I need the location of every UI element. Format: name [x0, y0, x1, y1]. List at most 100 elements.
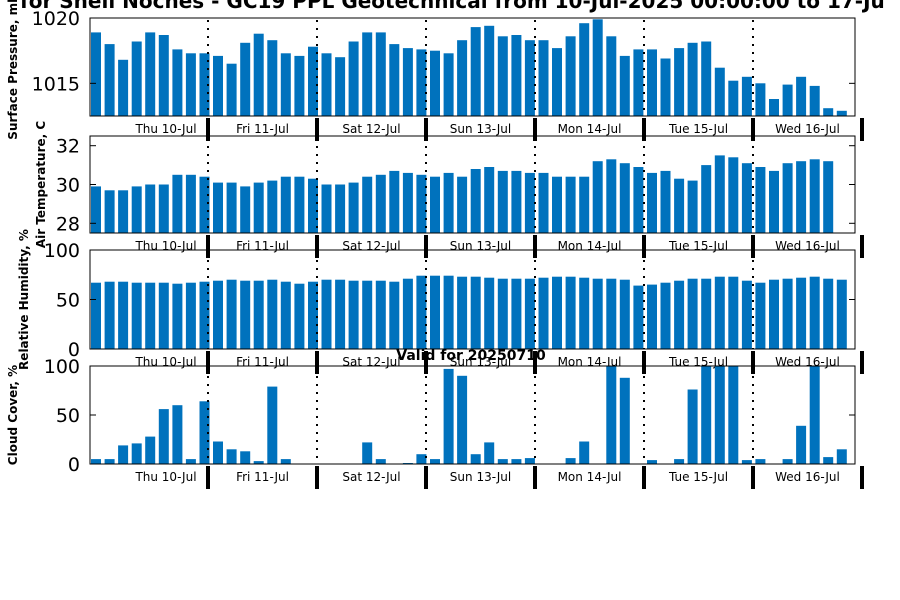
bar [592, 161, 603, 233]
bar [470, 169, 481, 233]
bar [416, 174, 427, 233]
bar [619, 377, 630, 464]
bar [321, 184, 332, 233]
day-label: Fri 11-Jul [236, 355, 289, 369]
bar [836, 110, 847, 116]
bar [484, 25, 495, 116]
bar [389, 170, 400, 233]
y-tick-label: 0 [68, 339, 80, 361]
bar [226, 182, 237, 233]
bar [158, 409, 169, 464]
bar [131, 282, 142, 349]
day-label: Wed 16-Jul [775, 355, 840, 369]
bar [511, 170, 522, 233]
bar [674, 280, 685, 349]
bar [728, 276, 739, 349]
bar [308, 178, 318, 233]
bar [484, 277, 495, 349]
bar [619, 279, 630, 349]
y-tick-label: 32 [56, 136, 80, 158]
bar [552, 176, 562, 233]
bar [457, 276, 468, 349]
bar [633, 49, 644, 116]
bar [728, 157, 739, 233]
bar [362, 442, 373, 464]
bar [769, 279, 779, 349]
bar [579, 277, 590, 349]
y-axis-label: Relative Humidity, % [17, 229, 31, 370]
bar [240, 186, 251, 233]
chart-subtitle: Valid for 20250710 [396, 348, 546, 364]
bar [647, 284, 657, 349]
bar [741, 280, 752, 349]
bar [199, 281, 210, 349]
bar [687, 180, 698, 233]
bar [524, 458, 535, 464]
bar [91, 459, 101, 464]
bar [755, 83, 766, 116]
bar [267, 40, 278, 117]
bar [131, 186, 142, 233]
bar [823, 457, 834, 464]
bar [606, 366, 617, 464]
bar [213, 182, 223, 233]
bar [199, 176, 210, 233]
bar [579, 441, 590, 464]
bar [687, 278, 698, 349]
bar [443, 275, 454, 349]
bar [714, 366, 725, 464]
bar [592, 278, 603, 349]
bar [308, 46, 318, 117]
bar [240, 280, 251, 349]
bar [226, 449, 237, 464]
bar [701, 278, 712, 349]
bar [280, 176, 291, 233]
bar [375, 280, 386, 349]
bar [430, 275, 440, 349]
bar [470, 27, 481, 117]
bar [728, 80, 739, 116]
day-label: Sat 12-Jul [342, 470, 400, 484]
bar [796, 425, 807, 464]
bar [158, 282, 169, 349]
bar [809, 85, 820, 116]
bar [375, 459, 386, 464]
bar [375, 32, 386, 116]
bar [484, 442, 495, 464]
bar [497, 459, 508, 464]
bar [240, 451, 251, 464]
bar [579, 176, 590, 233]
bar [348, 280, 359, 349]
bar [592, 19, 603, 116]
day-label: Wed 16-Jul [775, 122, 840, 136]
bar [809, 366, 820, 464]
bar [796, 76, 807, 116]
bar [606, 278, 617, 349]
day-label: Mon 14-Jul [558, 122, 622, 136]
bar [633, 285, 644, 349]
bar [755, 459, 766, 464]
bar [552, 48, 562, 116]
bar [362, 32, 373, 116]
bar [430, 50, 440, 117]
bar [701, 366, 712, 464]
bar [714, 67, 725, 116]
bar [728, 366, 739, 464]
bar [714, 155, 725, 233]
bar [524, 40, 535, 117]
y-tick-label: 0 [68, 454, 80, 476]
bar [280, 53, 291, 116]
bar [769, 99, 779, 116]
bar [836, 279, 847, 349]
bar [823, 108, 834, 116]
bar [226, 279, 237, 349]
bar [443, 368, 454, 464]
bar [145, 436, 156, 464]
bar [294, 283, 305, 349]
bar [524, 278, 535, 349]
bar [213, 55, 223, 116]
day-label: Mon 14-Jul [558, 470, 622, 484]
bar [701, 165, 712, 233]
bar [253, 182, 264, 233]
